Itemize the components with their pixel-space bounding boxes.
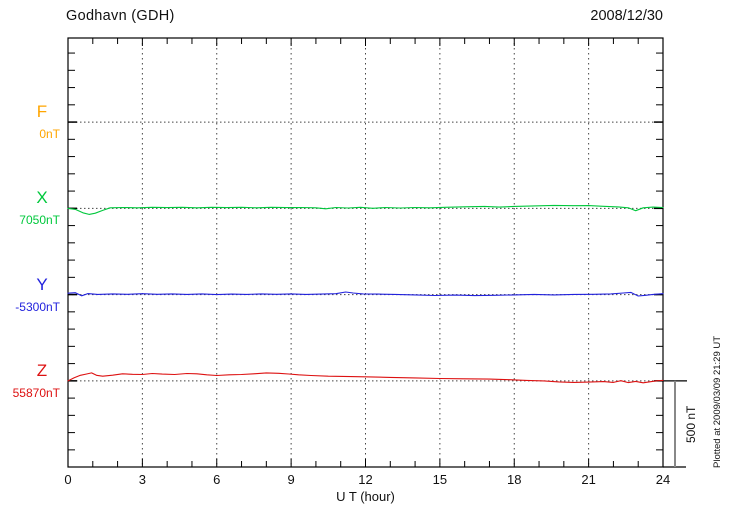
scale-bar-label: 500 nT xyxy=(684,405,698,443)
x-tick-label: 24 xyxy=(655,472,671,487)
x-tick-label: 12 xyxy=(358,472,373,487)
x-tick-label: 18 xyxy=(507,472,522,487)
trace-baseline-value-f: 0nT xyxy=(39,127,60,142)
x-tick-label: 21 xyxy=(581,472,596,487)
trace-letter-z: Z xyxy=(36,360,48,380)
x-tick-label: 9 xyxy=(287,472,295,487)
trace-y xyxy=(67,291,664,297)
trace-x xyxy=(67,204,664,215)
trace-letter-f: F xyxy=(36,102,48,122)
x-tick-label: 15 xyxy=(432,472,448,487)
plotted-timestamp-note: Plotted at 2009/03/09 21:29 UT xyxy=(712,335,723,468)
trace-z xyxy=(67,372,664,384)
plot-frame xyxy=(67,37,664,468)
trace-letter-x: X xyxy=(36,188,48,208)
trace-baseline-value-x: 7050nT xyxy=(19,213,60,228)
x-axis-title: U T (hour) xyxy=(336,489,395,504)
x-tick-label: 0 xyxy=(64,472,72,487)
trace-baseline-value-y: -5300nT xyxy=(15,299,60,314)
x-tick-label: 6 xyxy=(213,472,221,487)
trace-baseline-value-z: 55870nT xyxy=(12,385,60,400)
plot-date: 2008/12/30 xyxy=(590,8,663,24)
x-tick-label: 3 xyxy=(138,472,146,487)
station-title: Godhavn (GDH) xyxy=(66,8,175,24)
trace-letter-y: Y xyxy=(36,274,48,294)
